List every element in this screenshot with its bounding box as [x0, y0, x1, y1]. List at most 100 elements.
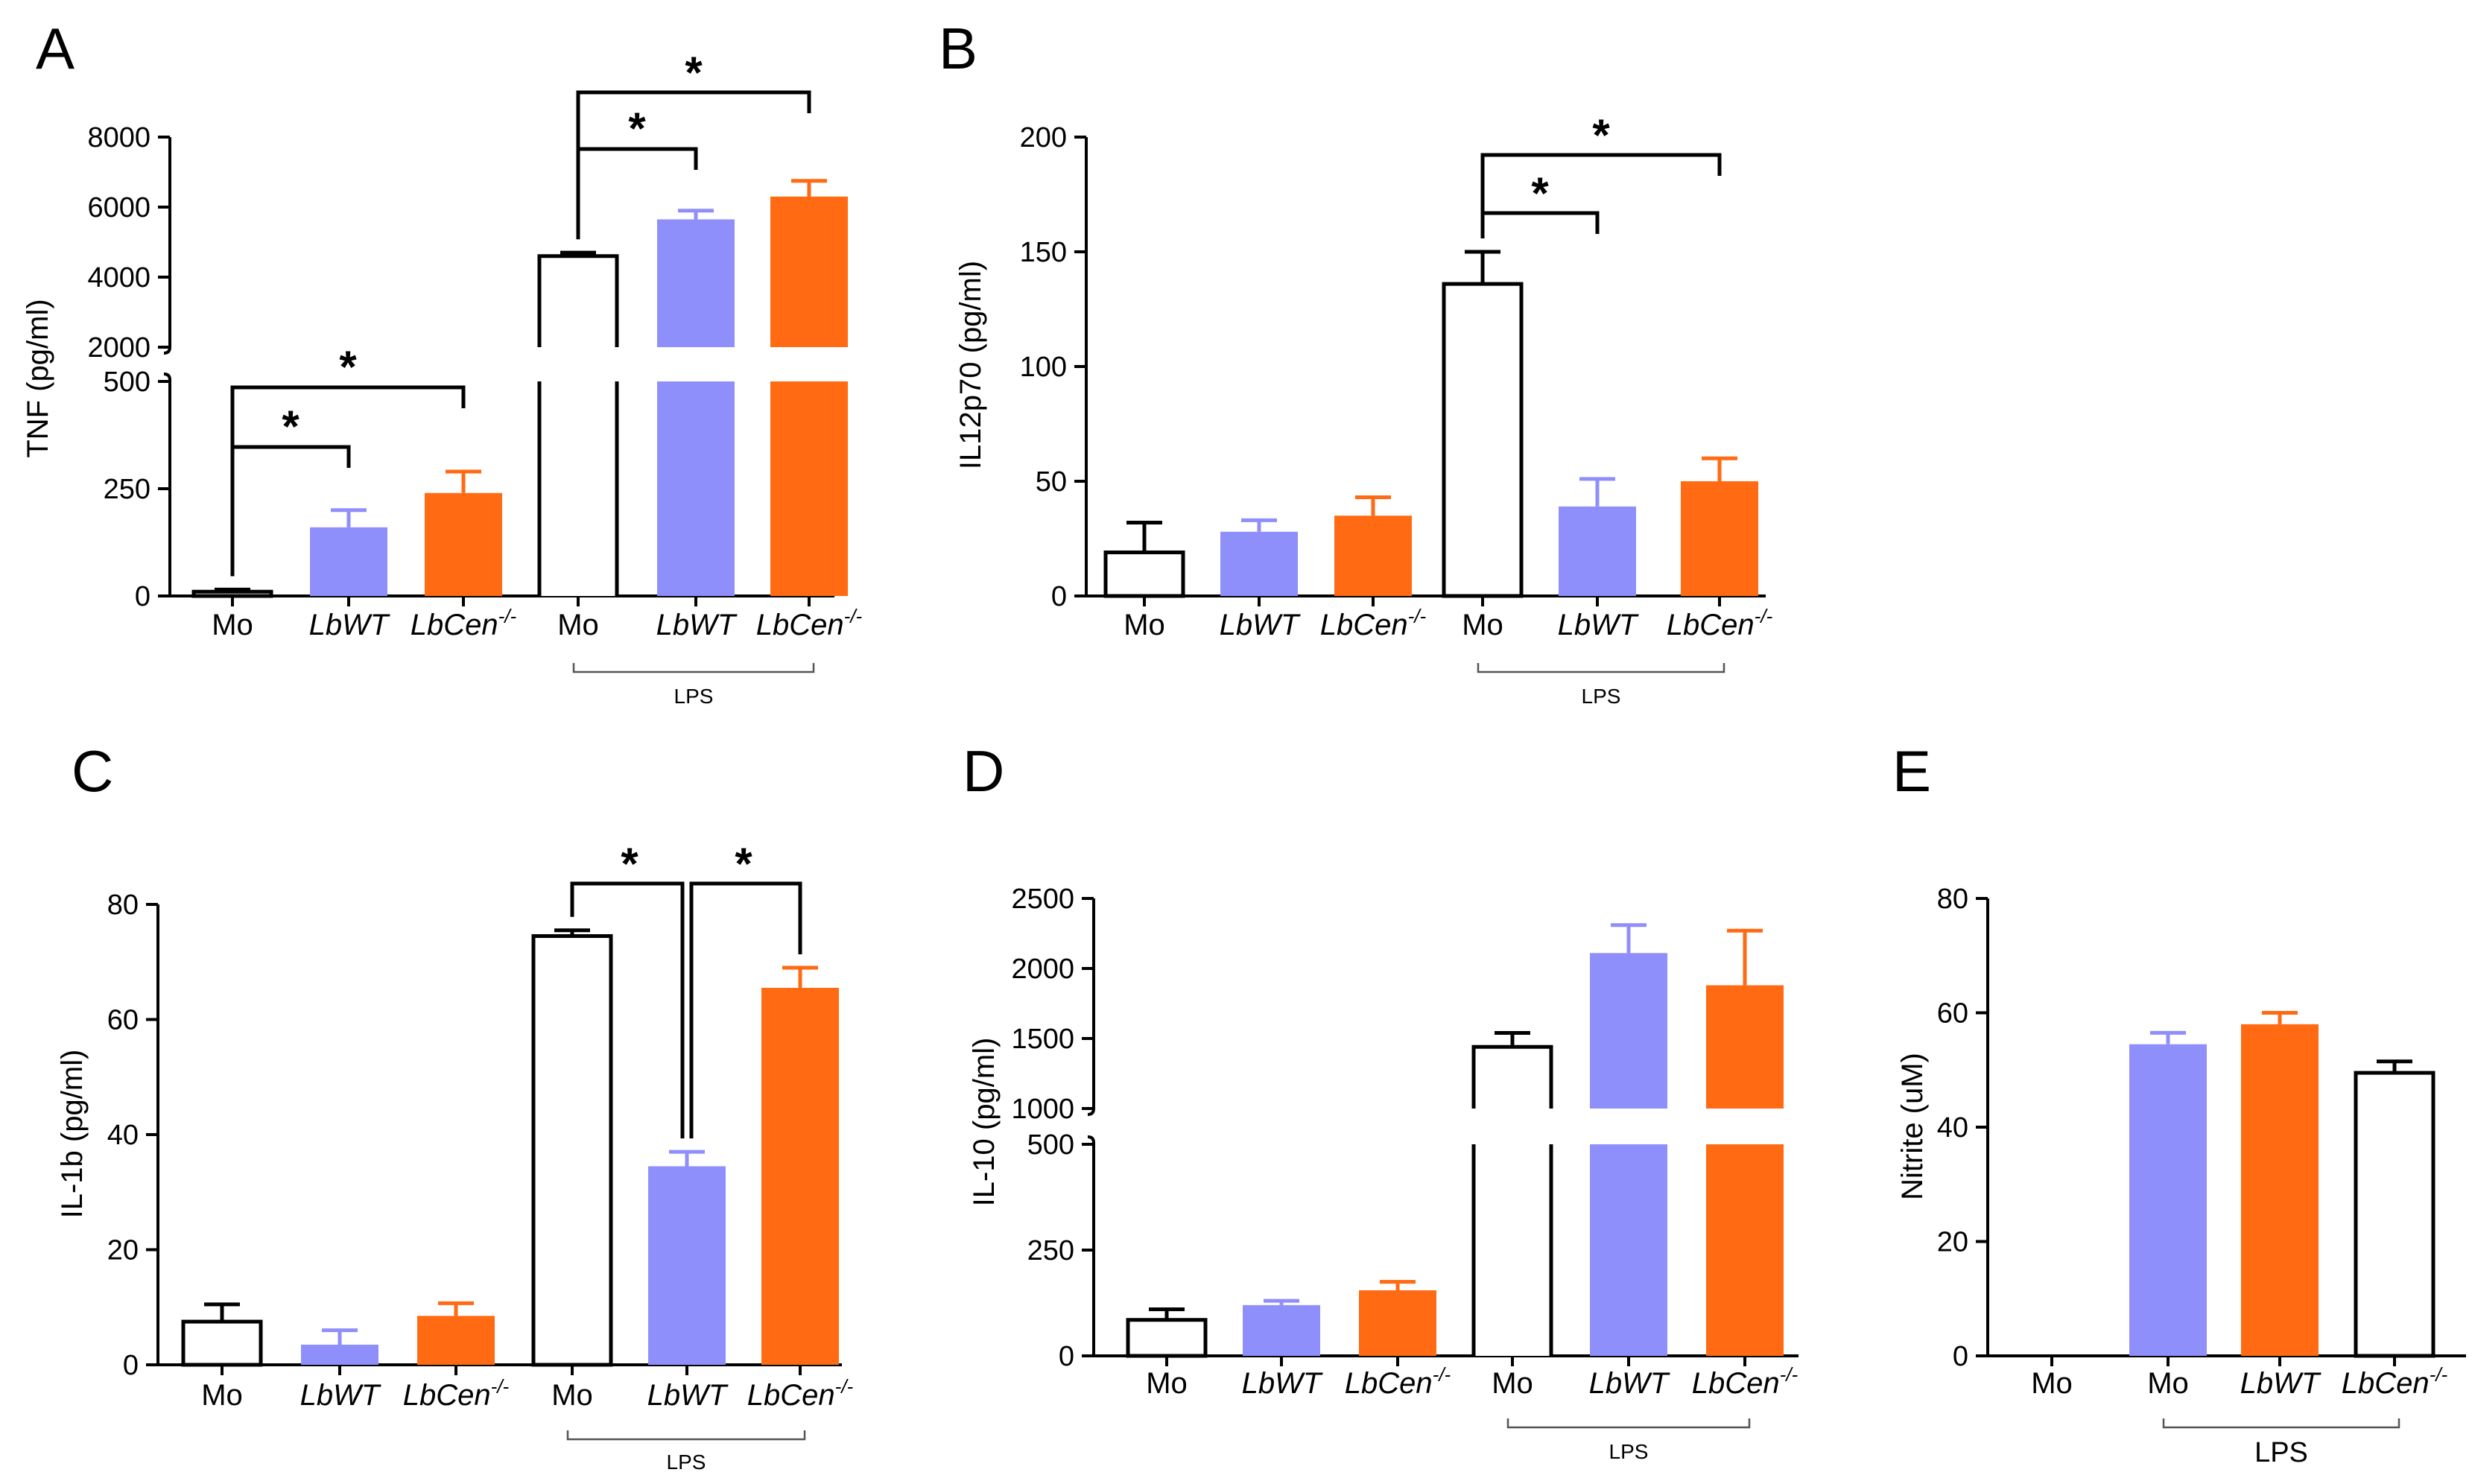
bar: [2129, 1044, 2207, 1356]
category-superscript: -/-: [2430, 1363, 2448, 1386]
category-label: LbCen-/-: [403, 1375, 510, 1412]
error-bar: [1241, 518, 1277, 532]
error-bar: [331, 508, 367, 527]
axis-break-mark: [163, 372, 171, 381]
y-tick-label: 20: [1937, 1227, 1968, 1258]
significance-marker: *: [628, 104, 646, 153]
category-name: LbWT: [647, 1379, 729, 1412]
category-label: LbCen-/-: [1692, 1363, 1798, 1400]
y-tick-label: 150: [1020, 237, 1067, 268]
lps-bracket: [2162, 1418, 2400, 1429]
category-label: Mo: [1462, 609, 1503, 641]
category-label: Mo: [201, 1379, 243, 1412]
bar: [301, 1344, 378, 1365]
category-label: LbWT: [1220, 609, 1301, 641]
category-name: Mo: [1492, 1367, 1533, 1400]
axis-break-mark: [1087, 1135, 1095, 1144]
category-name: LbWT: [1220, 609, 1301, 641]
category-label: LbCen-/-: [1345, 1363, 1451, 1400]
error-bar: [1465, 250, 1500, 285]
y-tick-label: 6000: [87, 192, 150, 223]
y-tick-label: 0: [135, 581, 150, 612]
category-label: LbWT: [1589, 1367, 1670, 1400]
category-name: LbWT: [1242, 1367, 1323, 1400]
category-name: LbCen: [2342, 1367, 2430, 1400]
category-superscript: -/-: [835, 1375, 854, 1398]
category-label: LbWT: [300, 1379, 381, 1412]
significance-bracket: [689, 881, 802, 1139]
category-name: LbCen: [411, 609, 498, 641]
y-tick-label: 8000: [87, 122, 150, 153]
lps-label: LPS: [1582, 685, 1621, 708]
y-tick-label: 40: [107, 1120, 139, 1151]
bar: [1559, 506, 1636, 596]
lps-label: LPS: [2254, 1437, 2308, 1468]
category-label: Mo: [1492, 1367, 1533, 1400]
category-superscript: -/-: [844, 605, 863, 627]
bar-lower-segment: [539, 381, 617, 596]
lps-bracket: [1477, 663, 1725, 673]
significance-marker: *: [339, 342, 357, 392]
bar-lower-segment: [1706, 1144, 1784, 1356]
bar: [657, 219, 735, 347]
bar: [1474, 1047, 1551, 1109]
category-superscript: -/-: [491, 1375, 510, 1398]
significance-marker: *: [282, 402, 300, 451]
category-name: LbCen: [747, 1379, 835, 1412]
panel-d: D 0 250 500 1000 1500 2000 2500 IL-10 (pg/ml) Mo L…: [963, 738, 1798, 1463]
category-name: Mo: [212, 609, 253, 641]
bar-lower-segment: [770, 381, 848, 596]
y-tick-label: 100: [1020, 352, 1067, 383]
bar-lower-segment: [1474, 1144, 1551, 1356]
y-axis-label: Nitrite (uM): [1896, 1053, 1929, 1200]
y-tick-label: 40: [1937, 1112, 1968, 1144]
error-bar: [1579, 477, 1615, 507]
bar: [181, 1319, 263, 1367]
error-bar: [1380, 1280, 1416, 1290]
category-label: LbCen-/-: [411, 605, 517, 641]
category-name: LbCen: [1345, 1367, 1433, 1400]
y-tick-label: 4000: [87, 262, 150, 294]
lps-bracket: [1506, 1418, 1751, 1429]
category-label: Mo: [1146, 1367, 1188, 1400]
category-name: Mo: [551, 1379, 593, 1412]
bar: [770, 196, 848, 347]
category-label: Mo: [551, 1379, 593, 1412]
y-tick-label: 1500: [1011, 1024, 1074, 1055]
y-tick-label: 20: [107, 1235, 139, 1266]
category-label: LbCen-/-: [747, 1375, 854, 1412]
category-name: Mo: [201, 1379, 243, 1412]
bar: [425, 492, 502, 596]
bar: [1126, 1318, 1208, 1358]
error-bar: [1727, 928, 1763, 986]
category-label: Mo: [2147, 1367, 2189, 1400]
y-tick-label: 80: [1937, 884, 1968, 915]
category-label: Mo: [212, 609, 253, 641]
error-bar: [1355, 495, 1391, 516]
y-tick-label: 0: [1953, 1341, 1968, 1372]
error-bar: [438, 1301, 474, 1316]
y-tick-label: 0: [1051, 581, 1067, 612]
category-label: LbCen-/-: [756, 605, 863, 641]
significance-bracket: [230, 385, 466, 577]
significance-marker: *: [735, 839, 752, 889]
y-tick-label: 60: [1937, 998, 1968, 1030]
bar: [1590, 953, 1667, 1109]
y-tick-label: 0: [1059, 1341, 1074, 1372]
panel-letter: B: [939, 16, 977, 81]
significance-bracket: [570, 881, 685, 1139]
category-name: Mo: [1462, 609, 1503, 641]
category-label: LbCen-/-: [1667, 605, 1773, 641]
error-bar: [1264, 1298, 1299, 1305]
category-label: Mo: [1124, 609, 1165, 641]
bar: [1359, 1290, 1436, 1356]
error-bar: [446, 469, 481, 493]
panel-letter: C: [72, 738, 113, 804]
bar: [191, 589, 273, 598]
bar: [310, 527, 387, 596]
category-superscript: -/-: [498, 605, 517, 627]
